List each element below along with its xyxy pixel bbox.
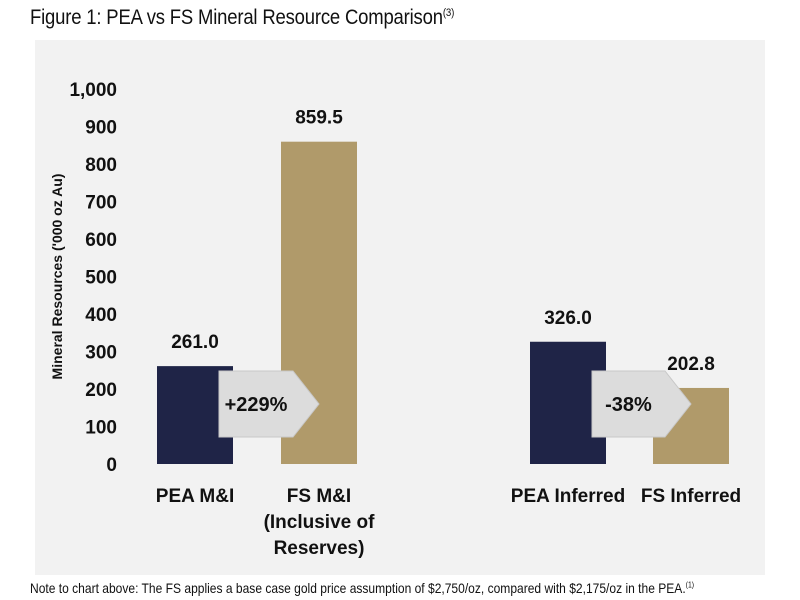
y-tick-label: 200 (85, 380, 117, 401)
y-tick-label: 0 (106, 455, 117, 476)
y-tick-label: 1,000 (69, 80, 117, 101)
y-tick-label: 300 (85, 343, 117, 364)
bar-value-label: 261.0 (171, 332, 219, 353)
figure-title: Figure 1: PEA vs FS Mineral Resource Com… (30, 6, 454, 30)
y-axis-title: Mineral Resources ('000 oz Au) (49, 174, 65, 380)
x-category-label: PEA Inferred (511, 486, 625, 507)
x-category-label: Reserves) (274, 538, 365, 559)
y-tick-label: 100 (85, 418, 117, 439)
x-category-label: PEA M&I (156, 486, 234, 507)
change-percent-label: +229% (225, 394, 288, 416)
bar-chart: Mineral Resources ('000 oz Au) 0 100 200 300… (49, 80, 741, 559)
x-category-label: (Inclusive of (264, 512, 376, 533)
bar-value-label: 326.0 (544, 308, 592, 329)
change-arrow (218, 370, 320, 438)
y-tick-label: 400 (85, 305, 117, 326)
bar-value-label: 202.8 (667, 354, 715, 375)
y-tick-label: 900 (85, 118, 117, 139)
figure-title-superscript: (3) (442, 7, 455, 19)
y-tick-label: 700 (85, 193, 117, 214)
figure-title-text: Figure 1: PEA vs FS Mineral Resource Com… (30, 6, 443, 29)
footnote-superscript: (1) (685, 580, 695, 590)
bar-value-label: 859.5 (295, 108, 343, 129)
x-category-label: FS M&I (287, 486, 351, 507)
y-tick-label: 600 (85, 230, 117, 251)
change-arrow (591, 370, 692, 438)
chart-footnote: Note to chart above: The FS applies a ba… (30, 580, 694, 596)
footnote-text: Note to chart above: The FS applies a ba… (30, 580, 686, 596)
y-tick-label: 500 (85, 268, 117, 289)
x-category-label: FS Inferred (641, 486, 741, 507)
y-tick-label: 800 (85, 155, 117, 176)
change-percent-label: -38% (605, 394, 652, 416)
chart-panel (35, 40, 765, 575)
